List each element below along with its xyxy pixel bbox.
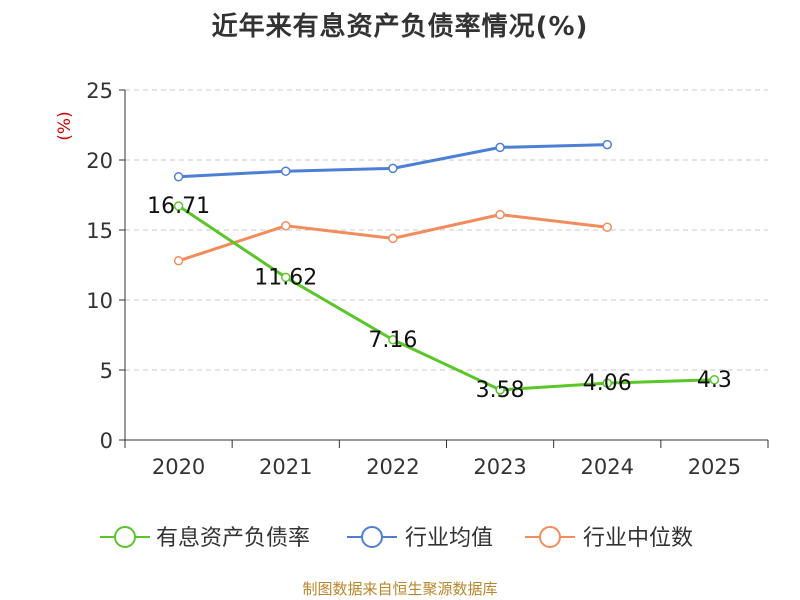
x-tick-label: 2020 — [152, 455, 205, 479]
data-point — [173, 201, 184, 211]
data-point — [495, 385, 505, 395]
data-label: 4.06 — [583, 371, 632, 396]
data-label: 3.58 — [476, 378, 525, 403]
legend-item[interactable]: 有息资产负债率 — [100, 526, 310, 551]
legend-label: 行业中位数 — [583, 526, 693, 551]
y-tick-label: 5 — [100, 359, 113, 383]
data-point — [495, 142, 505, 153]
y-axis-unit-label: (%) — [55, 111, 75, 140]
chart-title: 近年来有息资产负债率情况(%) — [211, 12, 589, 42]
data-point — [602, 378, 612, 388]
legend-circle-icon — [539, 526, 561, 548]
data-point — [495, 209, 505, 220]
legend-circle-icon — [361, 526, 383, 548]
data-label: 4.3 — [697, 368, 732, 393]
data-point — [173, 172, 184, 182]
data-label: 7.16 — [368, 328, 417, 353]
data-point — [388, 335, 398, 345]
y-tick-label: 15 — [86, 219, 113, 243]
y-tick-label: 0 — [100, 429, 113, 453]
grid-lines — [125, 89, 768, 371]
data-point — [602, 139, 612, 150]
data-point — [281, 221, 291, 231]
source-note: 制图数据来自恒生聚源数据库 — [302, 580, 498, 598]
data-point — [709, 375, 720, 385]
x-tick-label: 2022 — [366, 455, 419, 479]
x-tick-label: 2024 — [581, 455, 634, 479]
legend-label: 行业均值 — [405, 526, 493, 551]
data-point — [388, 163, 398, 174]
y-tick-label: 10 — [86, 289, 113, 313]
data-label: 11.62 — [254, 265, 317, 290]
series-lines — [173, 139, 720, 395]
data-point — [388, 233, 398, 244]
x-tick-label: 2023 — [473, 455, 526, 479]
data-point — [281, 272, 291, 283]
x-tick-label: 2025 — [688, 455, 741, 479]
data-label: 16.71 — [147, 194, 210, 219]
legend-item[interactable]: 行业均值 — [347, 526, 493, 551]
x-tick-label: 2021 — [259, 455, 312, 479]
legend-circle-icon — [114, 526, 136, 548]
y-tick-label: 25 — [86, 79, 113, 103]
data-labels: 16.71 11.62 7.16 3.58 4.06 4.3 — [147, 194, 732, 403]
legend-item[interactable]: 行业中位数 — [525, 526, 693, 551]
y-tick-label: 20 — [86, 149, 113, 173]
data-point — [281, 166, 291, 176]
data-point — [602, 222, 612, 232]
legend-label: 有息资产负债率 — [156, 526, 310, 551]
legend: 有息资产负债率 行业均值 行业中位数 — [100, 526, 693, 551]
data-point — [173, 256, 184, 266]
series-line — [177, 204, 715, 392]
